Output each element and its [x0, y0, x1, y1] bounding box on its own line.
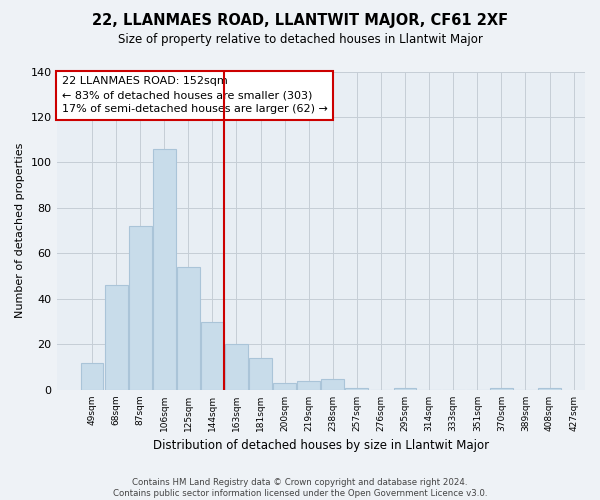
Bar: [153, 149, 176, 390]
Text: 22 LLANMAES ROAD: 152sqm
← 83% of detached houses are smaller (303)
17% of semi-: 22 LLANMAES ROAD: 152sqm ← 83% of detach…: [62, 76, 328, 114]
Bar: [273, 383, 296, 390]
Bar: [249, 358, 272, 390]
Bar: [129, 226, 152, 390]
Y-axis label: Number of detached properties: Number of detached properties: [15, 143, 25, 318]
Text: 22, LLANMAES ROAD, LLANTWIT MAJOR, CF61 2XF: 22, LLANMAES ROAD, LLANTWIT MAJOR, CF61 …: [92, 12, 508, 28]
Text: Contains HM Land Registry data © Crown copyright and database right 2024.
Contai: Contains HM Land Registry data © Crown c…: [113, 478, 487, 498]
X-axis label: Distribution of detached houses by size in Llantwit Major: Distribution of detached houses by size …: [153, 440, 489, 452]
Bar: [538, 388, 561, 390]
Bar: [80, 362, 103, 390]
Bar: [297, 381, 320, 390]
Bar: [346, 388, 368, 390]
Bar: [177, 267, 200, 390]
Bar: [394, 388, 416, 390]
Bar: [104, 286, 128, 390]
Bar: [201, 322, 224, 390]
Bar: [225, 344, 248, 390]
Bar: [322, 378, 344, 390]
Bar: [490, 388, 513, 390]
Text: Size of property relative to detached houses in Llantwit Major: Size of property relative to detached ho…: [118, 32, 482, 46]
